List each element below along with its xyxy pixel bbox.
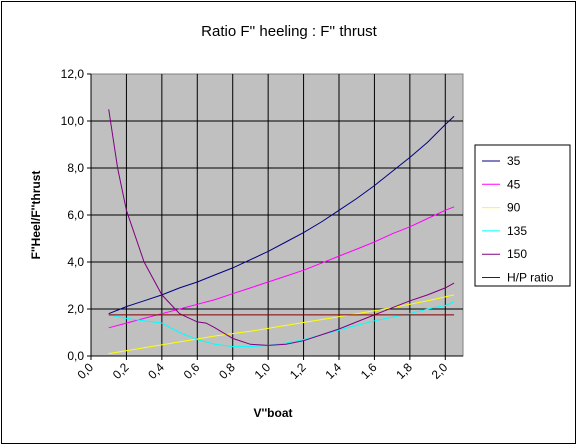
series-lines [108,109,455,355]
legend-label: 35 [507,154,521,168]
x-tick-label: 1,8 [393,360,415,382]
x-axis-title: V''boat [253,406,292,420]
legend-label: H/P ratio [507,271,554,285]
x-tick-label: 1,0 [252,360,274,382]
y-tick-label: 6,0 [67,208,84,222]
axes [87,73,463,360]
legend-label: 135 [507,224,527,238]
x-tick-label: 2,0 [429,360,451,382]
legend-label: 150 [507,247,527,261]
y-tick-label: 0,0 [67,349,84,363]
y-tick-label: 2,0 [67,302,84,316]
x-tick-label: 1,6 [358,360,380,382]
x-tick-label: 0,2 [110,360,132,382]
y-tick-label: 10,0 [61,114,85,128]
x-tick-labels: 0,0 0,2 0,4 0,6 0,8 1,0 1,2 1,4 1,6 1,8 2,0 [74,360,450,382]
x-tick-label: 0,0 [74,360,96,382]
x-tick-label: 0,8 [216,360,238,382]
series-line-1 [108,206,455,329]
legend: 35 45 90 135 150 H/P ratio [474,144,571,287]
chart-title: Ratio F'' heeling : F'' thrust [201,23,378,40]
y-axis-title: F''Heel/F''thrust [29,171,43,260]
legend-box [474,144,571,287]
legend-entries: 35 45 90 135 150 H/P ratio [482,154,554,285]
y-tick-label: 12,0 [61,67,85,81]
legend-label: 90 [507,201,521,215]
x-tick-label: 1,2 [287,360,309,382]
line-chart: Ratio F'' heeling : F'' thrust 0,0 2,0 4,0… [29,23,571,420]
series-line-4 [108,109,455,346]
series-line-0 [108,115,455,315]
x-tick-label: 0,4 [145,360,167,382]
y-tick-label: 8,0 [67,161,84,175]
y-tick-label: 4,0 [67,255,84,269]
y-tick-labels: 0,0 2,0 4,0 6,0 8,0 10,0 12,0 [61,67,85,363]
x-tick-label: 1,4 [322,360,344,382]
series-line-2 [108,294,455,355]
x-tick-label: 0,6 [181,360,203,382]
legend-label: 45 [507,177,521,191]
grid-lines [91,74,463,356]
